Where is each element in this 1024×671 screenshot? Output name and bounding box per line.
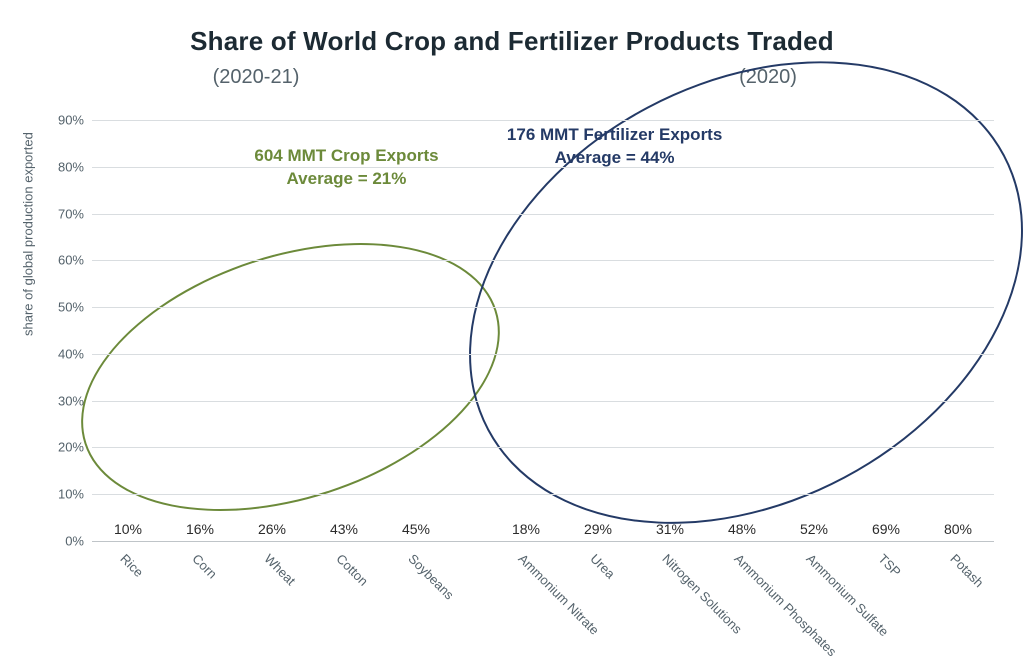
bar-value-label: 31%	[656, 521, 684, 537]
bar-value-label: 80%	[944, 521, 972, 537]
bar-value-label: 29%	[584, 521, 612, 537]
y-tick-label: 70%	[58, 206, 84, 221]
panel-gap	[452, 120, 490, 541]
chart-area: 604 MMT Crop Exports Average = 21% 176 M…	[92, 120, 994, 541]
x-tick-label: TSP	[875, 551, 903, 579]
y-tick-label: 90%	[58, 113, 84, 128]
y-tick-label: 30%	[58, 393, 84, 408]
subtitle-left: (2020-21)	[0, 66, 512, 89]
y-tick-label: 20%	[58, 440, 84, 455]
gridline	[92, 541, 994, 542]
bar-value-label: 48%	[728, 521, 756, 537]
page: Share of World Crop and Fertilizer Produ…	[0, 0, 1024, 671]
subtitle-right: (2020)	[512, 66, 1024, 89]
bar-value-label: 43%	[330, 521, 358, 537]
y-tick-label: 0%	[65, 534, 84, 549]
x-tick-label: Cotton	[333, 551, 371, 589]
subtitle-row: (2020-21) (2020)	[0, 66, 1024, 89]
bar-value-label: 52%	[800, 521, 828, 537]
bar-value-label: 26%	[258, 521, 286, 537]
bar-group-fertilizer: 18% 29% 31% 48% 52% 69% 80%	[490, 120, 994, 541]
page-title: Share of World Crop and Fertilizer Produ…	[0, 26, 1024, 57]
x-tick-label: Soybeans	[405, 551, 456, 602]
bar-value-label: 10%	[114, 521, 142, 537]
bar-value-label: 18%	[512, 521, 540, 537]
bar-value-label: 45%	[402, 521, 430, 537]
y-tick-label: 40%	[58, 346, 84, 361]
y-axis-label: share of global production exported	[21, 132, 36, 336]
y-tick-label: 60%	[58, 253, 84, 268]
x-tick-label: Rice	[117, 551, 146, 580]
x-tick-label: Urea	[587, 551, 618, 582]
bar-value-label: 69%	[872, 521, 900, 537]
y-tick-label: 80%	[58, 159, 84, 174]
y-tick-label: 10%	[58, 487, 84, 502]
y-tick-label: 50%	[58, 300, 84, 315]
bar-value-label: 16%	[186, 521, 214, 537]
x-tick-label: Nitrogen Solutions	[659, 551, 745, 637]
x-tick-label: Potash	[947, 551, 986, 590]
bar-group-crop: 10% 16% 26% 43% 45%	[92, 120, 452, 541]
x-tick-label: Wheat	[261, 551, 298, 588]
bars-container: 10% 16% 26% 43% 45% 18% 29% 31% 48% 52% 69% 80%	[92, 120, 994, 541]
x-tick-label: Corn	[189, 551, 220, 582]
